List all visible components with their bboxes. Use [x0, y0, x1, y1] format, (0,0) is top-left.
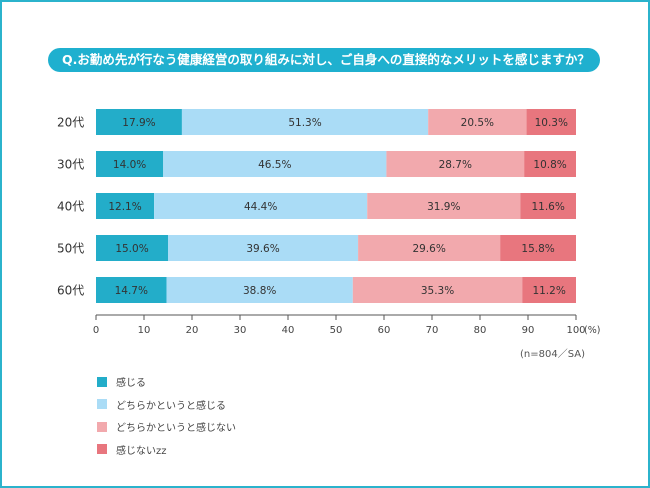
bar-segment [524, 151, 576, 177]
legend-label: 感じる [116, 378, 146, 389]
x-tick-label: 100 [566, 325, 585, 336]
data-label: 14.0% [113, 159, 146, 171]
x-tick-label: 20 [186, 325, 199, 336]
bar-segment [181, 109, 429, 135]
category-label: 40代 [57, 200, 84, 214]
x-tick-label: 50 [330, 325, 343, 336]
x-tick-label: 30 [234, 325, 247, 336]
data-label: 31.9% [427, 201, 460, 213]
bar-segment [96, 277, 167, 303]
legend-item-somewhat-feel: どちらかというと感じる [97, 398, 236, 412]
data-label: 51.3% [288, 117, 321, 129]
data-label: 15.0% [115, 243, 148, 255]
category-label: 30代 [57, 158, 84, 172]
bar-segment [500, 235, 576, 261]
data-label: 39.6% [246, 243, 279, 255]
x-tick-label: 40 [282, 325, 295, 336]
legend-label: どちらかというと感じない [116, 423, 236, 434]
data-label: 35.3% [421, 285, 454, 297]
data-label: 12.1% [108, 201, 141, 213]
bar-segment [520, 193, 576, 219]
bar-segment [163, 151, 387, 177]
bar-segment [168, 235, 359, 261]
legend-swatch [97, 376, 107, 387]
legend-item-feel: 感じる [97, 375, 236, 389]
legend-label: 感じないzz [116, 445, 167, 457]
legend-label: どちらかというと感じる [116, 400, 226, 412]
data-label: 38.8% [243, 285, 276, 297]
bar-segment [96, 193, 155, 219]
bar-segment [358, 235, 501, 261]
x-tick-label: 90 [522, 325, 535, 336]
data-label: 11.6% [531, 201, 564, 213]
category-label: 20代 [57, 116, 84, 130]
x-axis-unit: (%) [584, 325, 600, 336]
x-tick-label: 10 [138, 325, 151, 336]
legend-item-somewhat-not-feel: どちらかというと感じない [97, 420, 236, 434]
bar-segment [522, 277, 576, 303]
data-label: 28.7% [439, 159, 472, 171]
x-tick-label: 60 [378, 325, 391, 336]
bar-segment [166, 277, 353, 303]
legend-item-not-feel: 感じないzz [97, 443, 236, 457]
x-tick-label: 70 [426, 325, 439, 336]
bar-segment [352, 277, 523, 303]
data-label: 46.5% [258, 159, 291, 171]
sample-size-note: (n=804／SA) [520, 349, 585, 360]
question-header: Q.お勤め先が行なう健康経営の取り組みに対し、ご自身への直接的なメリットを感じま… [48, 48, 600, 72]
bar-segment [96, 109, 182, 135]
data-label: 14.7% [115, 285, 148, 297]
data-label: 20.5% [461, 117, 494, 129]
bar-segment [526, 109, 576, 135]
category-label: 50代 [57, 242, 84, 256]
data-label: 11.2% [532, 285, 565, 297]
bar-segment [367, 193, 521, 219]
bar-segment [96, 235, 168, 261]
x-tick-label: 80 [474, 325, 487, 336]
bar-segment [96, 151, 164, 177]
x-tick-label: 0 [93, 325, 99, 336]
bar-segment [386, 151, 525, 177]
data-label: 10.3% [535, 117, 568, 129]
data-label: 15.8% [521, 243, 554, 255]
legend-swatch [97, 399, 107, 409]
bar-segment [154, 193, 368, 219]
category-label: 60代 [57, 284, 84, 298]
data-label: 44.4% [244, 201, 277, 213]
bar-segment [428, 109, 527, 135]
data-label: 10.8% [533, 159, 566, 171]
data-label: 29.6% [412, 243, 445, 255]
data-label: 17.9% [122, 117, 155, 129]
legend-swatch [97, 444, 107, 454]
legend-swatch [97, 421, 107, 432]
legend: 感じる どちらかというと感じる どちらかというと感じない 感じないzz [97, 375, 236, 465]
